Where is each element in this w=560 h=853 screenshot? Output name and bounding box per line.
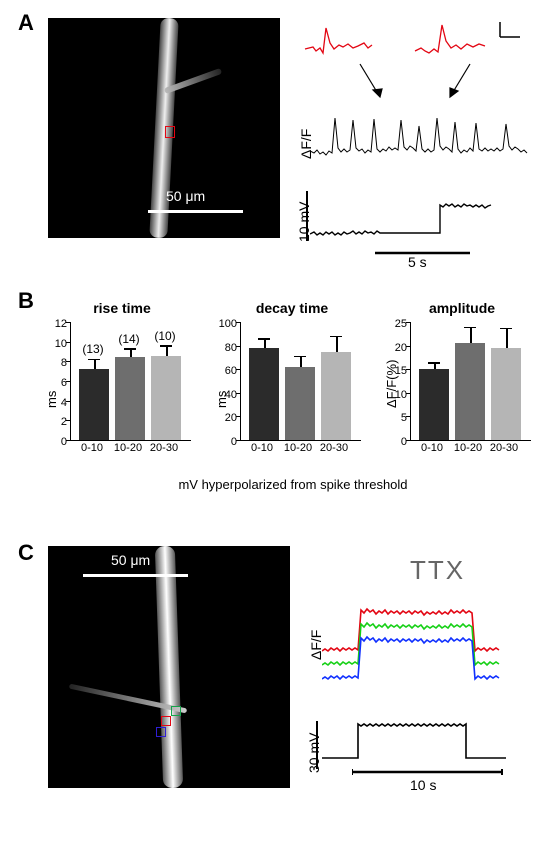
n-label: (13) <box>78 342 108 356</box>
x-tick: 0-10 <box>414 442 450 454</box>
scalebar-a <box>148 210 243 213</box>
bar <box>249 348 279 440</box>
x-tick: 20-30 <box>486 442 522 454</box>
bar <box>115 357 145 440</box>
chart-title: decay time <box>208 300 376 316</box>
bar <box>151 356 181 440</box>
bar-chart-2: amplitudeΔF/F(%)05101520250-1010-2020-30 <box>378 300 546 470</box>
bar <box>455 343 485 440</box>
bar <box>285 367 315 440</box>
x-tick: 10-20 <box>110 442 146 454</box>
roi-box-a <box>165 126 175 138</box>
bar <box>321 352 351 441</box>
y-tick: 12 <box>41 318 67 330</box>
y-tick: 10 <box>381 389 407 401</box>
x-scale-label-a: 5 s <box>408 254 427 270</box>
scalebar-c <box>83 574 188 577</box>
y-tick: 25 <box>381 318 407 330</box>
panel-label-b: B <box>18 288 34 314</box>
y-tick: 15 <box>381 365 407 377</box>
bar-chart-0: rise timems024681012(13)0-10(14)10-20(10… <box>38 300 206 470</box>
roi-box-c-0 <box>171 706 181 716</box>
y-tick: 0 <box>211 436 237 448</box>
x-axis-legend: mV hyperpolarized from spike threshold <box>93 477 493 492</box>
y-tick: 20 <box>381 342 407 354</box>
y-tick: 6 <box>41 377 67 389</box>
panel-label-a: A <box>18 10 34 36</box>
panel-label-c: C <box>18 540 34 566</box>
bar <box>419 369 449 440</box>
dff-traces-c <box>322 581 542 691</box>
y-tick: 0 <box>41 436 67 448</box>
y-tick: 2 <box>41 416 67 428</box>
dendrite-c <box>155 546 183 788</box>
y-tick: 20 <box>211 412 237 424</box>
roi-box-c-2 <box>156 727 166 737</box>
panel-a-micrograph: 50 μm <box>48 18 280 238</box>
panel-b-charts: mV hyperpolarized from spike threshold r… <box>38 300 543 515</box>
n-label: (14) <box>114 332 144 346</box>
scalebar-text-c: 50 μm <box>111 552 150 568</box>
vm-trace-c <box>322 710 542 770</box>
y-tick: 0 <box>381 436 407 448</box>
x-tick: 0-10 <box>74 442 110 454</box>
vm-trace-a <box>310 189 550 249</box>
y-tick: 80 <box>211 342 237 354</box>
chart-title: rise time <box>38 300 206 316</box>
scalebar-text-a: 50 μm <box>166 188 205 204</box>
y-tick: 8 <box>41 357 67 369</box>
bar-chart-1: decay timems0204060801000-1010-2020-30 <box>208 300 376 470</box>
y-tick: 40 <box>211 389 237 401</box>
roi-box-c-1 <box>161 716 171 726</box>
x-scale-a <box>375 250 495 270</box>
x-tick: 10-20 <box>280 442 316 454</box>
bar <box>491 348 521 440</box>
y-tick: 5 <box>381 412 407 424</box>
x-tick: 0-10 <box>244 442 280 454</box>
x-tick: 20-30 <box>316 442 352 454</box>
n-label: (10) <box>150 329 180 343</box>
y-tick: 100 <box>211 318 237 330</box>
dff-trace-2 <box>322 637 499 679</box>
y-tick: 60 <box>211 365 237 377</box>
panel-c-micrograph: 50 μm <box>48 546 290 788</box>
chart-title: amplitude <box>378 300 546 316</box>
dff-trace-a <box>310 106 550 171</box>
panel-a-traces: ΔF/F 10 mV 5 s <box>300 14 550 264</box>
x-scale-label-c: 10 s <box>410 777 436 793</box>
bar <box>79 369 109 440</box>
vm-scale-bar-a <box>302 186 332 256</box>
y-tick: 4 <box>41 397 67 409</box>
x-tick: 10-20 <box>450 442 486 454</box>
x-tick: 20-30 <box>146 442 182 454</box>
y-tick: 10 <box>41 338 67 350</box>
arrows <box>300 59 550 109</box>
panel-c-traces: TTX ΔF/F 30 mV 10 s <box>310 555 545 805</box>
